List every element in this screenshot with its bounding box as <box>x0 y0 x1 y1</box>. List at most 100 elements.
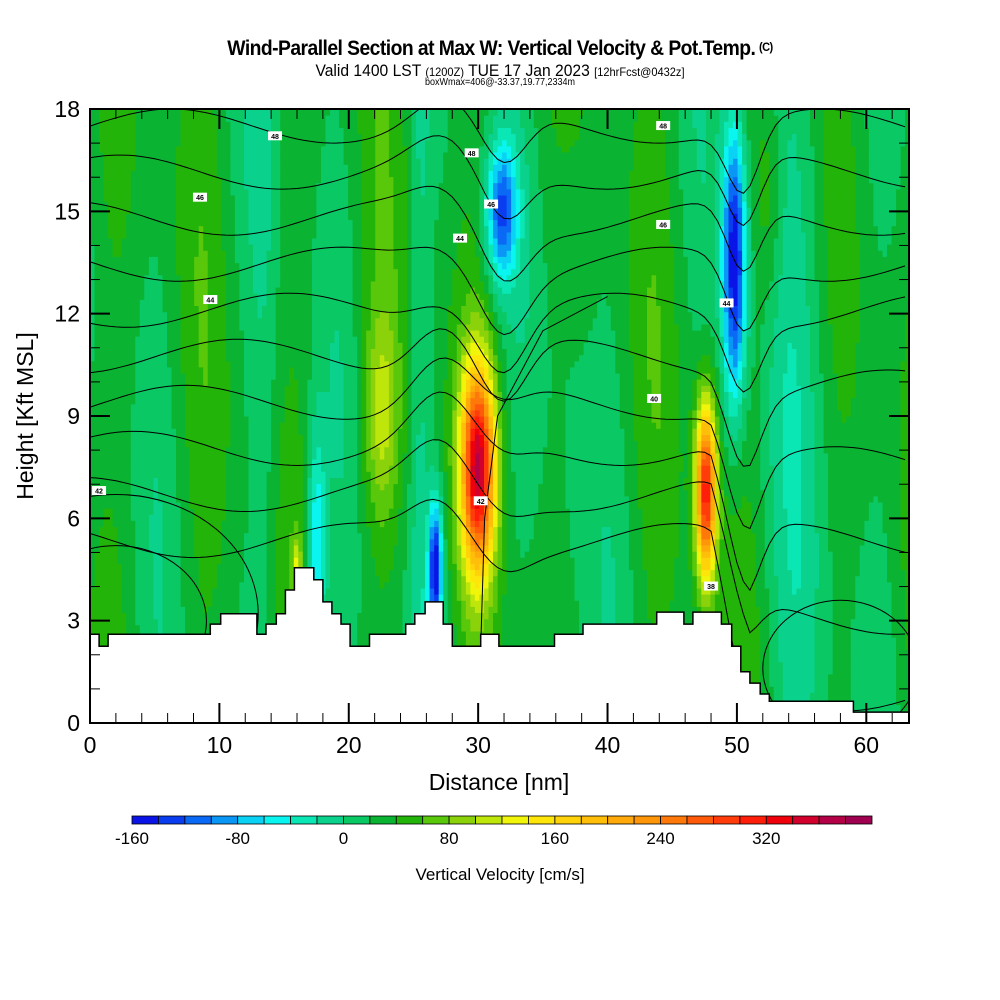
field-cell <box>121 311 127 319</box>
field-cell <box>271 606 277 613</box>
field-cell <box>148 459 154 466</box>
field-cell <box>121 379 127 386</box>
field-cell <box>94 354 100 362</box>
field-cell <box>212 317 218 325</box>
field-cell <box>176 385 182 392</box>
field-cell <box>189 502 195 509</box>
field-cell <box>230 606 236 613</box>
field-cell <box>248 416 254 423</box>
field-cell <box>94 256 100 264</box>
field-cell <box>271 127 277 135</box>
field-cell <box>244 195 250 202</box>
field-cell <box>99 139 105 147</box>
field-cell <box>171 225 177 233</box>
field-cell <box>257 207 263 214</box>
field-cell <box>289 465 295 472</box>
field-cell <box>126 587 132 595</box>
field-cell <box>189 508 195 515</box>
field-cell <box>180 305 186 313</box>
field-cell <box>307 170 313 178</box>
field-cell <box>239 587 245 595</box>
field-cell <box>234 587 240 595</box>
field-cell <box>99 477 105 485</box>
field-cell <box>198 250 204 257</box>
field-cell <box>144 121 150 128</box>
field-cell <box>293 139 299 147</box>
field-cell <box>139 465 145 472</box>
field-cell <box>212 354 218 362</box>
field-cell <box>103 348 109 356</box>
field-cell <box>112 354 118 362</box>
field-cell <box>253 551 259 558</box>
field-cell <box>148 336 154 343</box>
field-cell <box>298 391 304 399</box>
field-cell <box>185 465 191 472</box>
field-cell <box>108 268 114 276</box>
field-cell <box>185 256 191 264</box>
field-cell <box>280 115 286 122</box>
field-cell <box>180 139 186 147</box>
field-cell <box>234 287 240 294</box>
field-cell <box>180 195 186 202</box>
field-cell <box>176 354 182 362</box>
field-cell <box>108 145 114 153</box>
field-cell <box>171 152 177 159</box>
field-cell <box>280 569 286 577</box>
field-cell <box>157 483 163 491</box>
field-cell <box>262 514 268 521</box>
field-cell <box>117 495 123 503</box>
field-cell <box>244 152 250 159</box>
field-cell <box>280 594 286 601</box>
field-cell <box>148 158 154 165</box>
field-cell <box>144 471 150 478</box>
field-cell <box>130 477 136 485</box>
field-cell <box>266 164 272 171</box>
field-cell <box>266 342 272 349</box>
field-cell <box>253 287 259 294</box>
field-cell <box>253 250 259 257</box>
field-cell <box>167 109 173 116</box>
field-cell <box>194 317 200 325</box>
field-cell <box>94 538 100 546</box>
field-cell <box>275 213 281 221</box>
field-cell <box>262 563 268 571</box>
field-cell <box>112 170 118 178</box>
field-cell <box>180 532 186 540</box>
field-cell <box>167 434 173 442</box>
field-cell <box>253 139 259 147</box>
field-cell <box>293 422 299 429</box>
field-cell <box>275 188 281 196</box>
field-cell <box>194 237 200 245</box>
field-cell <box>271 446 277 454</box>
field-cell <box>248 354 254 362</box>
field-cell <box>180 385 186 392</box>
field-cell <box>126 508 132 515</box>
field-cell <box>216 606 222 613</box>
field-cell <box>103 495 109 503</box>
field-cell <box>130 244 136 251</box>
field-cell <box>221 152 227 159</box>
field-cell <box>302 262 308 270</box>
field-cell <box>185 532 191 540</box>
field-cell <box>135 139 141 147</box>
field-cell <box>244 495 250 503</box>
field-cell <box>167 139 173 147</box>
field-cell <box>185 293 191 300</box>
field-cell <box>180 158 186 165</box>
field-cell <box>135 262 141 270</box>
field-cell <box>153 133 159 141</box>
field-cell <box>198 133 204 141</box>
field-cell <box>121 336 127 343</box>
field-cell <box>203 373 209 380</box>
field-cell <box>239 452 245 460</box>
field-cell <box>271 587 277 595</box>
field-cell <box>221 145 227 153</box>
field-cell <box>148 280 154 288</box>
field-cell <box>103 600 109 607</box>
field-cell <box>108 305 114 313</box>
field-cell <box>239 225 245 233</box>
field-cell <box>135 201 141 208</box>
field-cell <box>153 403 159 411</box>
field-cell <box>171 268 177 276</box>
field-cell <box>108 551 114 558</box>
